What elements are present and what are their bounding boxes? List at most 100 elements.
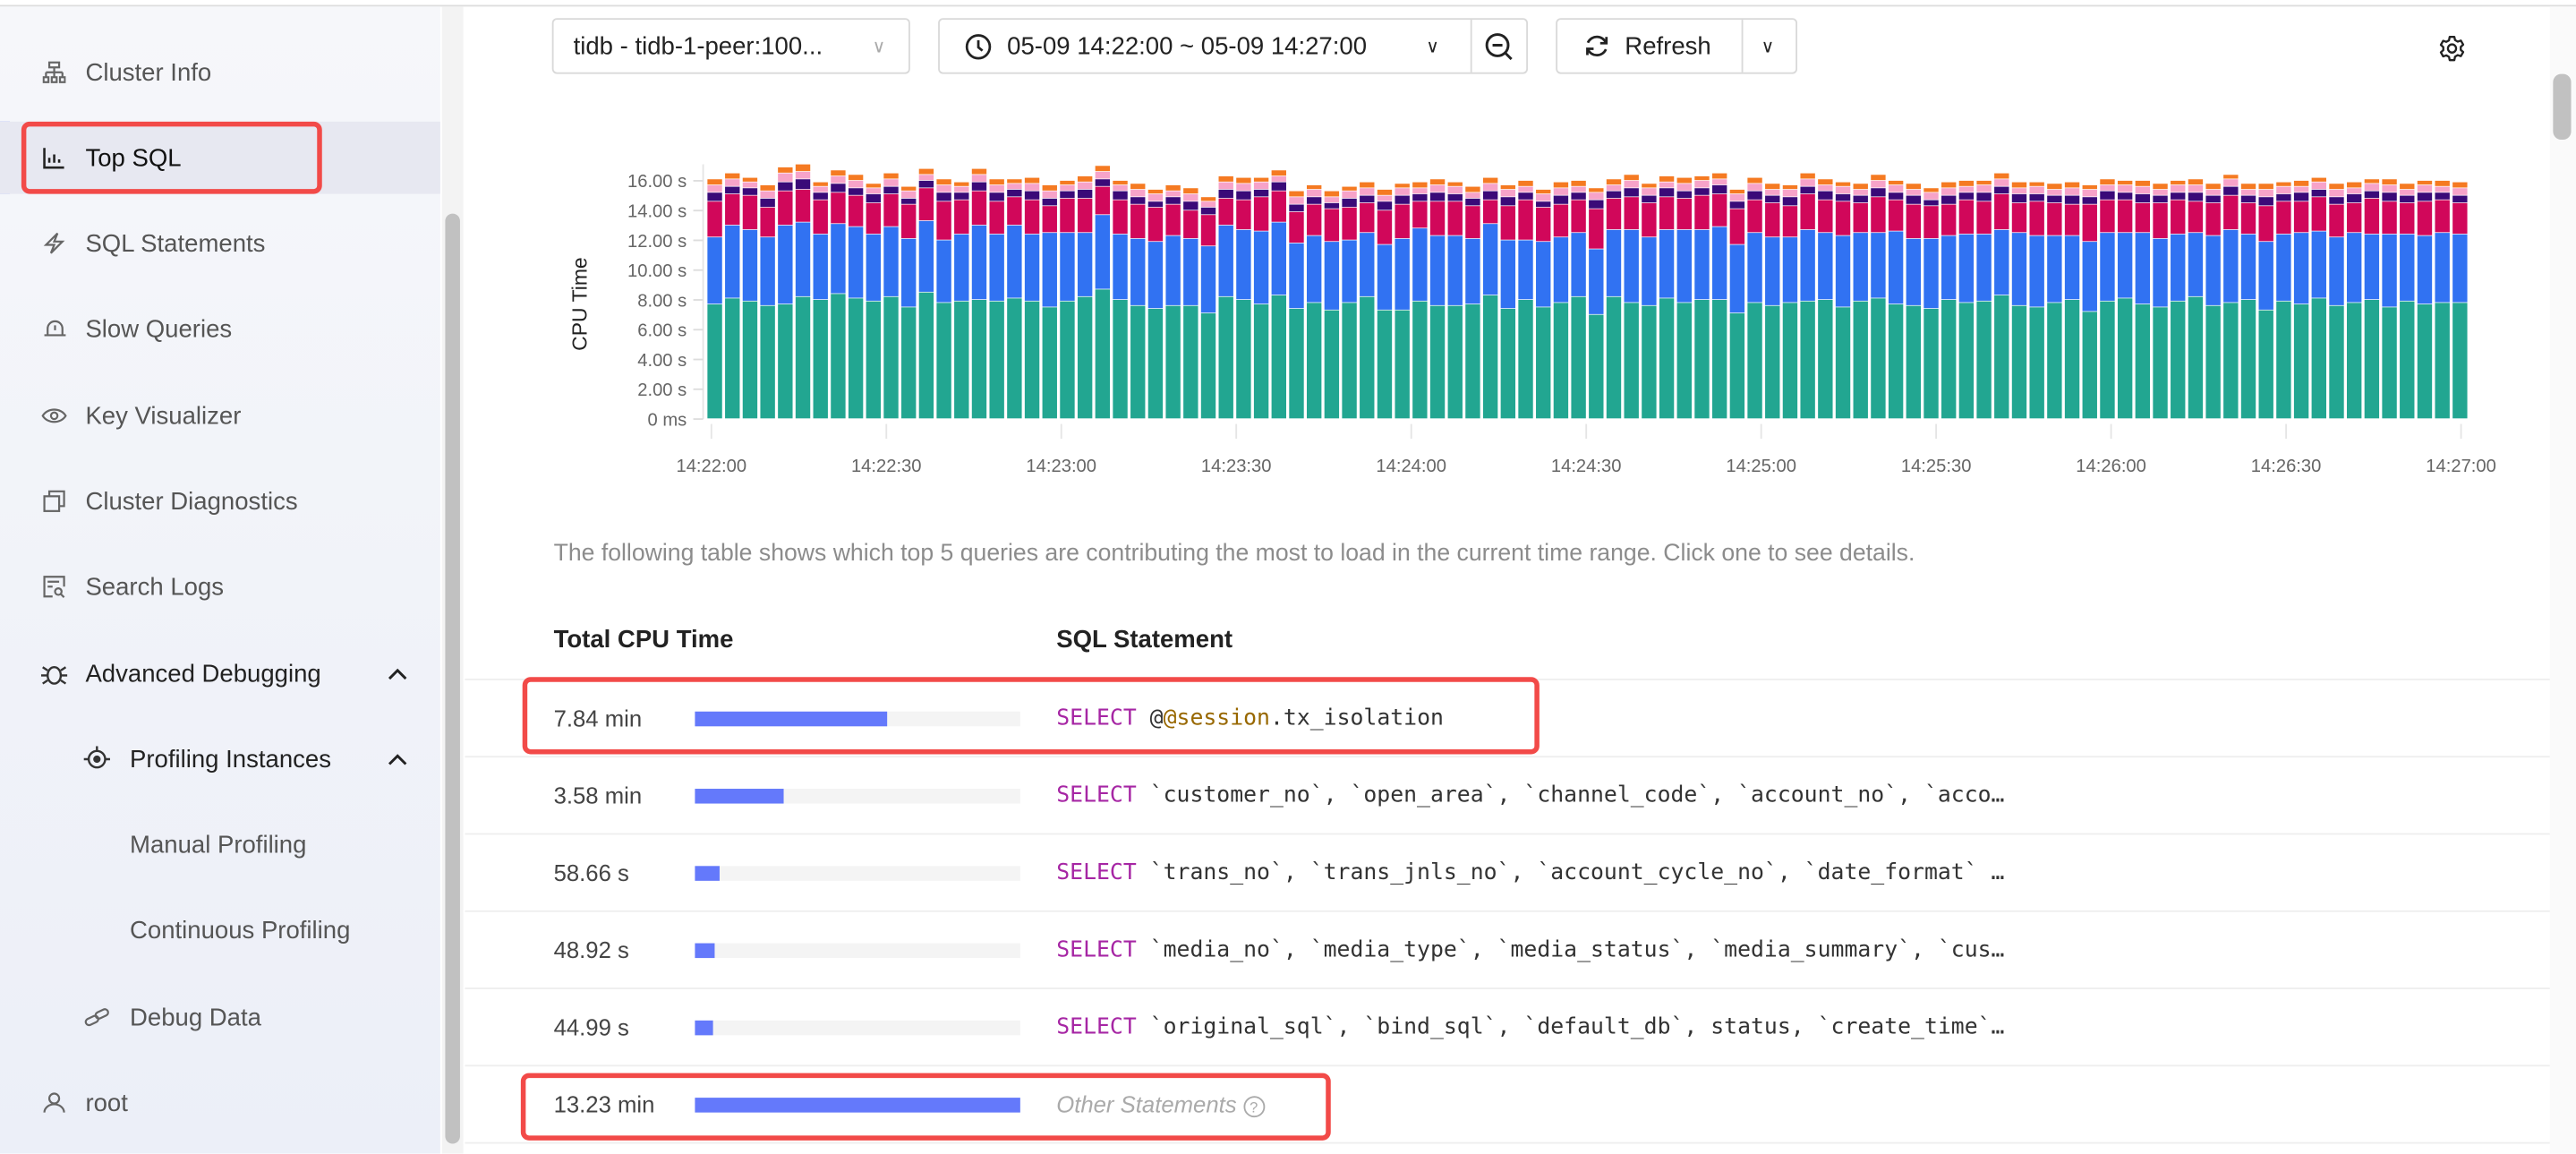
sidebar-item-slow-queries[interactable]: Slow Queries [0, 293, 440, 365]
bar-segment [1377, 201, 1393, 210]
bar-segment [848, 227, 864, 298]
bar-segment [1465, 198, 1480, 206]
bar-segment [2329, 189, 2344, 197]
bar-segment [2188, 233, 2204, 296]
bar-segment [1042, 233, 1057, 307]
sidebar-item-label: Debug Data [130, 1003, 261, 1031]
sidebar-item-profiling-instances[interactable]: Profiling Instances [0, 723, 440, 796]
other-statements-row[interactable]: 13.23 min Other Statements ? [465, 1066, 2550, 1144]
bar-segment [1342, 240, 1357, 303]
bar-segment [1447, 182, 1463, 186]
sidebar-item-root[interactable]: root [0, 1066, 440, 1139]
bar-segment [1958, 192, 1975, 200]
sidebar-item-label: Continuous Profiling [130, 916, 351, 945]
x-tick-label: 14:27:00 [2426, 457, 2496, 476]
main-scrollbar[interactable] [2549, 6, 2576, 1154]
bar-segment [1060, 191, 1075, 199]
settings-gear-icon[interactable] [2438, 35, 2466, 71]
bar-segment [1694, 188, 1710, 195]
bar-segment [1447, 193, 1463, 201]
bar-segment [1729, 312, 1745, 419]
refresh-button[interactable]: Refresh ∨ [1556, 18, 1798, 74]
bar-segment [725, 193, 740, 226]
bar-segment [2205, 195, 2221, 203]
sidebar-item-top-sql[interactable]: Top SQL [0, 121, 440, 194]
table-row[interactable]: 44.99 s SELECT `original_sql`, `bind_sql`… [465, 989, 2550, 1067]
bar-segment [1571, 200, 1586, 233]
bar-segment [778, 191, 793, 226]
bar-segment [1536, 201, 1551, 208]
bar-segment [1711, 179, 1727, 185]
bar-segment [1606, 198, 1622, 230]
sidebar-item-advanced-debugging[interactable]: Advanced Debugging [0, 637, 440, 710]
bar-segment [2029, 307, 2044, 419]
sidebar-item-manual-profiling[interactable]: Manual Profiling [0, 808, 440, 881]
bar-segment [883, 179, 899, 186]
bar-segment [760, 237, 775, 305]
sidebar-scrollbar-thumb[interactable] [445, 213, 460, 1144]
bar-segment [2047, 195, 2062, 203]
chevron-down-icon: ∨ [872, 37, 886, 57]
bar-segment [1642, 188, 1657, 195]
table-row[interactable]: 58.66 s SELECT `trans_no`, `trans_jnls_no… [465, 834, 2550, 912]
bar-segment [1906, 189, 1922, 195]
sidebar-item-cluster-diagnostics[interactable]: Cluster Diagnostics [0, 465, 440, 537]
bar-segment [866, 202, 882, 235]
bar-segment [1659, 298, 1675, 419]
highlight-box-top-sql [21, 121, 322, 194]
table-row[interactable]: 48.92 s SELECT `media_no`, `media_type`, … [465, 912, 2550, 989]
main-scrollbar-thumb[interactable] [2553, 73, 2572, 141]
sidebar-item-continuous-profiling[interactable]: Continuous Profiling [0, 894, 440, 967]
bar-segment [954, 186, 969, 192]
bar-segment [848, 298, 864, 419]
refresh-options-chevron-icon[interactable]: ∨ [1761, 37, 1775, 57]
bar-segment [1077, 175, 1093, 182]
bar-segment [1060, 180, 1075, 185]
bar-segment [1694, 299, 1710, 419]
bar-segment [1782, 189, 1798, 197]
bar-segment [1465, 206, 1480, 239]
chevron-up-icon[interactable] [388, 662, 407, 686]
bar-segment [936, 240, 951, 303]
bar-segment [1447, 235, 1463, 305]
chevron-down-icon: ∨ [1426, 37, 1440, 57]
bar-segment [2364, 191, 2380, 199]
time-range-picker[interactable]: 05-09 14:22:00 ~ 05-09 14:27:00 ∨ [938, 18, 1529, 74]
bar-segment [795, 296, 811, 419]
sidebar-item-label: Slow Queries [85, 314, 233, 343]
bar-segment [1553, 303, 1569, 419]
sidebar-item-key-visualizer[interactable]: Key Visualizer [0, 380, 440, 452]
sidebar-item-debug-data[interactable]: Debug Data [0, 981, 440, 1054]
bar-segment [2417, 192, 2433, 201]
bar-segment [1007, 179, 1022, 184]
sidebar-item-sql-statements[interactable]: SQL Statements [0, 207, 440, 279]
table-row[interactable]: 7.84 min SELECT @@session.tx_isolation [465, 680, 2550, 758]
chevron-up-icon[interactable] [388, 748, 407, 771]
bar-segment [1800, 186, 1815, 194]
instance-select[interactable]: tidb - tidb-1-peer:100... ∨ [551, 18, 910, 74]
bar-segment [2276, 186, 2291, 194]
bar-segment [742, 229, 758, 301]
bar-segment [1412, 201, 1428, 228]
bar-segment [848, 180, 864, 188]
sidebar-item-search-logs[interactable]: Search Logs [0, 551, 440, 623]
bar-segment [1306, 204, 1322, 235]
bar-segment [1589, 314, 1604, 419]
bar-segment [2417, 180, 2433, 185]
zoom-out-icon[interactable] [1483, 31, 1514, 69]
bar-segment [1589, 249, 1604, 314]
sidebar-item-cluster-info[interactable]: Cluster Info [0, 36, 440, 108]
bar-segment [1060, 233, 1075, 301]
bar-segment [1360, 233, 1375, 296]
bar-segment [1835, 235, 1851, 307]
bar-segment [2205, 235, 2221, 305]
bar-segment [1923, 238, 1939, 309]
bar-segment [918, 168, 934, 175]
cpu-time-value: 13.23 min [553, 1090, 655, 1118]
help-circle-icon[interactable]: ? [1242, 1096, 1265, 1118]
bar-segment [1482, 200, 1498, 224]
bar-segment [1676, 229, 1692, 303]
bar-segment [2188, 296, 2204, 419]
table-row[interactable]: 3.58 min SELECT `customer_no`, `open_area… [465, 757, 2550, 835]
bar-segment [1395, 188, 1410, 195]
